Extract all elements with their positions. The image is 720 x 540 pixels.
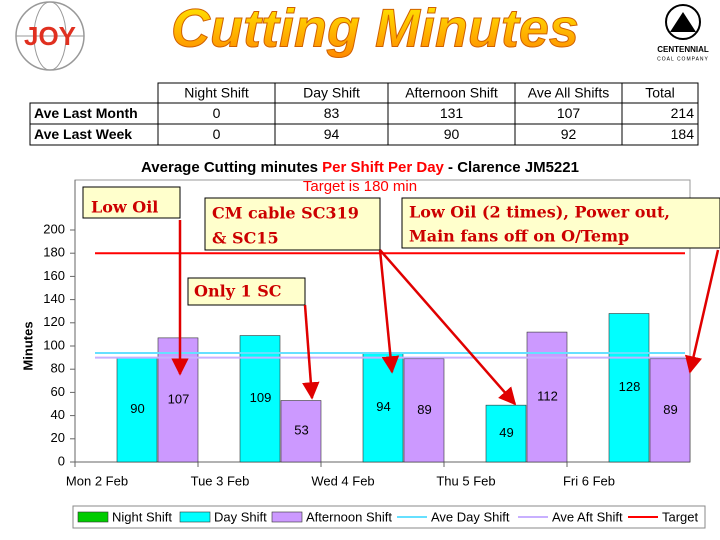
summary-table: Night Shift Day Shift Afternoon Shift Ave A… — [29, 82, 699, 146]
page-title: Cutting Minutes — [171, 0, 579, 58]
legend-label: Afternoon Shift — [306, 509, 392, 524]
legend-swatch — [77, 511, 109, 523]
bar — [280, 400, 322, 463]
value-label: 89 — [663, 402, 677, 417]
table-value: 92 — [561, 126, 577, 142]
y-tick-label: 40 — [51, 407, 65, 422]
logo-subtext: COAL COMPANY — [657, 56, 709, 62]
value-label: 94 — [376, 399, 390, 414]
legend-label: Ave Aft Shift — [552, 509, 623, 524]
callout-arrow — [378, 249, 400, 374]
table-value: 214 — [671, 105, 695, 121]
annotations: Low Oil CM cable SC319 & SC15 Only 1 SC … — [82, 186, 720, 406]
callout-box — [187, 277, 306, 306]
value-label: 112 — [537, 388, 558, 403]
value-label: 49 — [499, 425, 513, 440]
callout-text: Low Oil (2 times), Power out, — [409, 203, 670, 222]
callout-box — [82, 186, 181, 219]
callout-box — [204, 197, 381, 251]
callout-text: Low Oil — [91, 198, 158, 217]
callout-box — [401, 197, 720, 249]
column-header: Day Shift — [303, 85, 360, 101]
y-tick-label: 200 — [43, 221, 65, 236]
legend — [72, 505, 706, 529]
table-value: 90 — [444, 126, 460, 142]
table-cell — [621, 123, 699, 146]
legend-swatch — [271, 511, 303, 523]
y-tick-label: 20 — [51, 430, 65, 445]
y-tick-label: 180 — [43, 245, 65, 260]
y-tick-label: 120 — [43, 314, 65, 329]
value-label: 89 — [417, 402, 431, 417]
legend-label: Ave Day Shift — [431, 509, 510, 524]
value-label: 107 — [168, 391, 190, 406]
x-tick-label: Fri 6 Feb — [563, 473, 615, 488]
x-tick-label: Tue 3 Feb — [191, 473, 250, 488]
logo-text: CENTENNIAL — [657, 45, 709, 54]
y-tick-label: 100 — [43, 337, 65, 352]
bar — [649, 358, 691, 463]
callout-arrow — [379, 249, 517, 406]
y-axis-label: Minutes — [20, 321, 35, 370]
x-tick-label: Wed 4 Feb — [311, 473, 374, 488]
value-label: 128 — [619, 379, 641, 394]
x-tick-label: Thu 5 Feb — [436, 473, 495, 488]
chart-title: Average Cutting minutes Per Shift Per Da… — [141, 159, 579, 176]
bar — [403, 358, 445, 463]
row-header: Ave Last Week — [34, 126, 132, 142]
callout-arrow — [684, 249, 720, 374]
title-part: Per Shift Per Day — [322, 159, 444, 176]
callout-text: & SC15 — [212, 229, 279, 248]
column-header: Afternoon Shift — [405, 85, 498, 101]
y-tick-label: 160 — [43, 268, 65, 283]
callout-arrow — [302, 304, 320, 400]
x-tick-label: Mon 2 Feb — [66, 473, 128, 488]
y-tick-label: 0 — [58, 453, 65, 468]
legend-label: Night Shift — [112, 509, 172, 524]
legend-label: Target — [662, 509, 699, 524]
row-header: Ave Last Month — [34, 105, 138, 121]
chart-subtitle: Target is 180 min — [303, 178, 417, 195]
y-tick-label: 80 — [51, 361, 65, 376]
value-label: 53 — [294, 423, 308, 438]
logo-text: JOY — [24, 21, 76, 51]
table-value: 131 — [440, 105, 464, 121]
value-label: 109 — [250, 390, 272, 405]
table-value: 94 — [324, 126, 340, 142]
title-part: Average Cutting minutes — [141, 159, 322, 176]
bar — [116, 357, 158, 463]
callout-text: CM cable SC319 — [212, 204, 359, 223]
column-header: Total — [645, 85, 675, 101]
bar — [608, 313, 650, 463]
joy-logo: JOY — [15, 1, 85, 71]
table-value: 107 — [557, 105, 581, 121]
y-tick-label: 140 — [43, 291, 65, 306]
column-header: Night Shift — [184, 85, 249, 101]
value-label: 90 — [130, 401, 144, 416]
column-header: Ave All Shifts — [528, 85, 609, 101]
legend-label: Day Shift — [214, 509, 267, 524]
y-tick-label: 60 — [51, 384, 65, 399]
table-value: 184 — [671, 126, 695, 142]
title-part: - Clarence JM5221 — [444, 159, 579, 176]
centennial-logo: CENTENNIAL COAL COMPANY — [657, 4, 709, 62]
table-value: 0 — [213, 126, 221, 142]
table-value: 0 — [213, 105, 221, 121]
table-value: 83 — [324, 105, 340, 121]
legend-swatch — [179, 511, 211, 523]
callout-text: Only 1 SC — [194, 282, 282, 301]
callout-text: Main fans off on O/Temp — [409, 227, 629, 246]
